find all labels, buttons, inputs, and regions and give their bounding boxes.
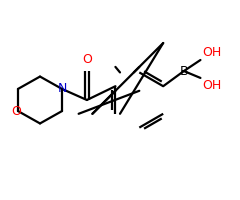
Text: O: O [82, 53, 92, 66]
Text: N: N [57, 82, 67, 95]
Text: B: B [180, 65, 188, 78]
Text: OH: OH [202, 79, 221, 92]
Text: O: O [12, 105, 22, 118]
Text: OH: OH [202, 46, 221, 59]
